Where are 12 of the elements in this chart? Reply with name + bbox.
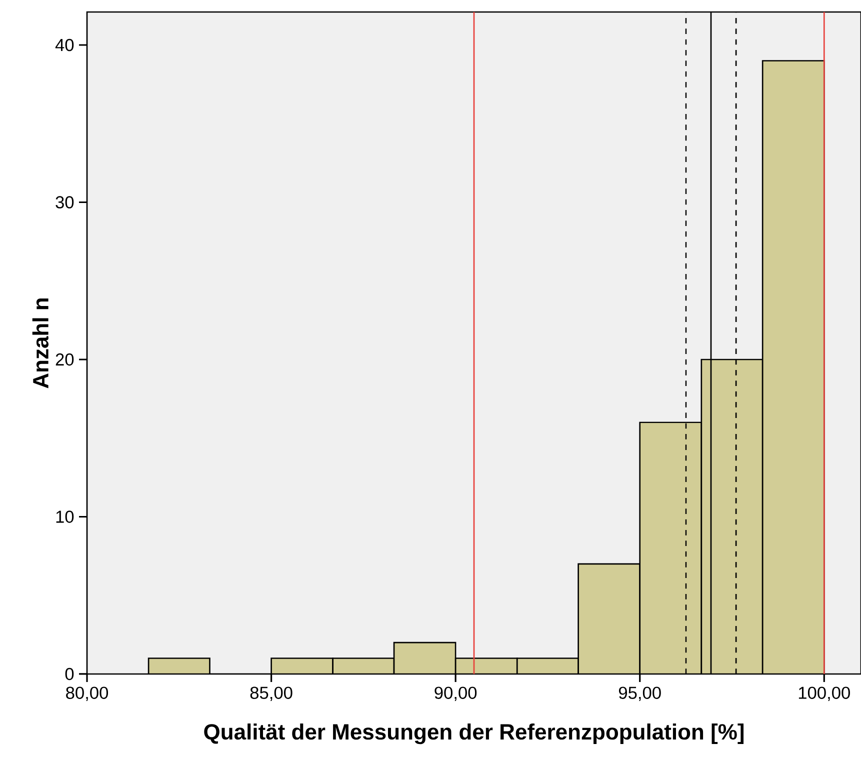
x-tick-label: 80,00 [66, 686, 108, 702]
y-tick-label: 0 [65, 668, 74, 680]
y-tick-label: 40 [55, 38, 74, 52]
y-tick-label: 30 [56, 196, 74, 208]
y-tick-label: 20 [56, 353, 74, 366]
x-tick-label: 90,00 [434, 686, 477, 702]
x-tick-label: 85,00 [250, 686, 292, 702]
y-tick-label: 10 [56, 510, 74, 523]
x-axis-title: Qualität der Messungen der Referenzpopulation [%] [204, 724, 744, 744]
y-axis-title: Anzahl n [32, 298, 49, 388]
x-tick-label: 100,00 [798, 686, 850, 702]
x-tick-label: 95,00 [618, 686, 661, 702]
